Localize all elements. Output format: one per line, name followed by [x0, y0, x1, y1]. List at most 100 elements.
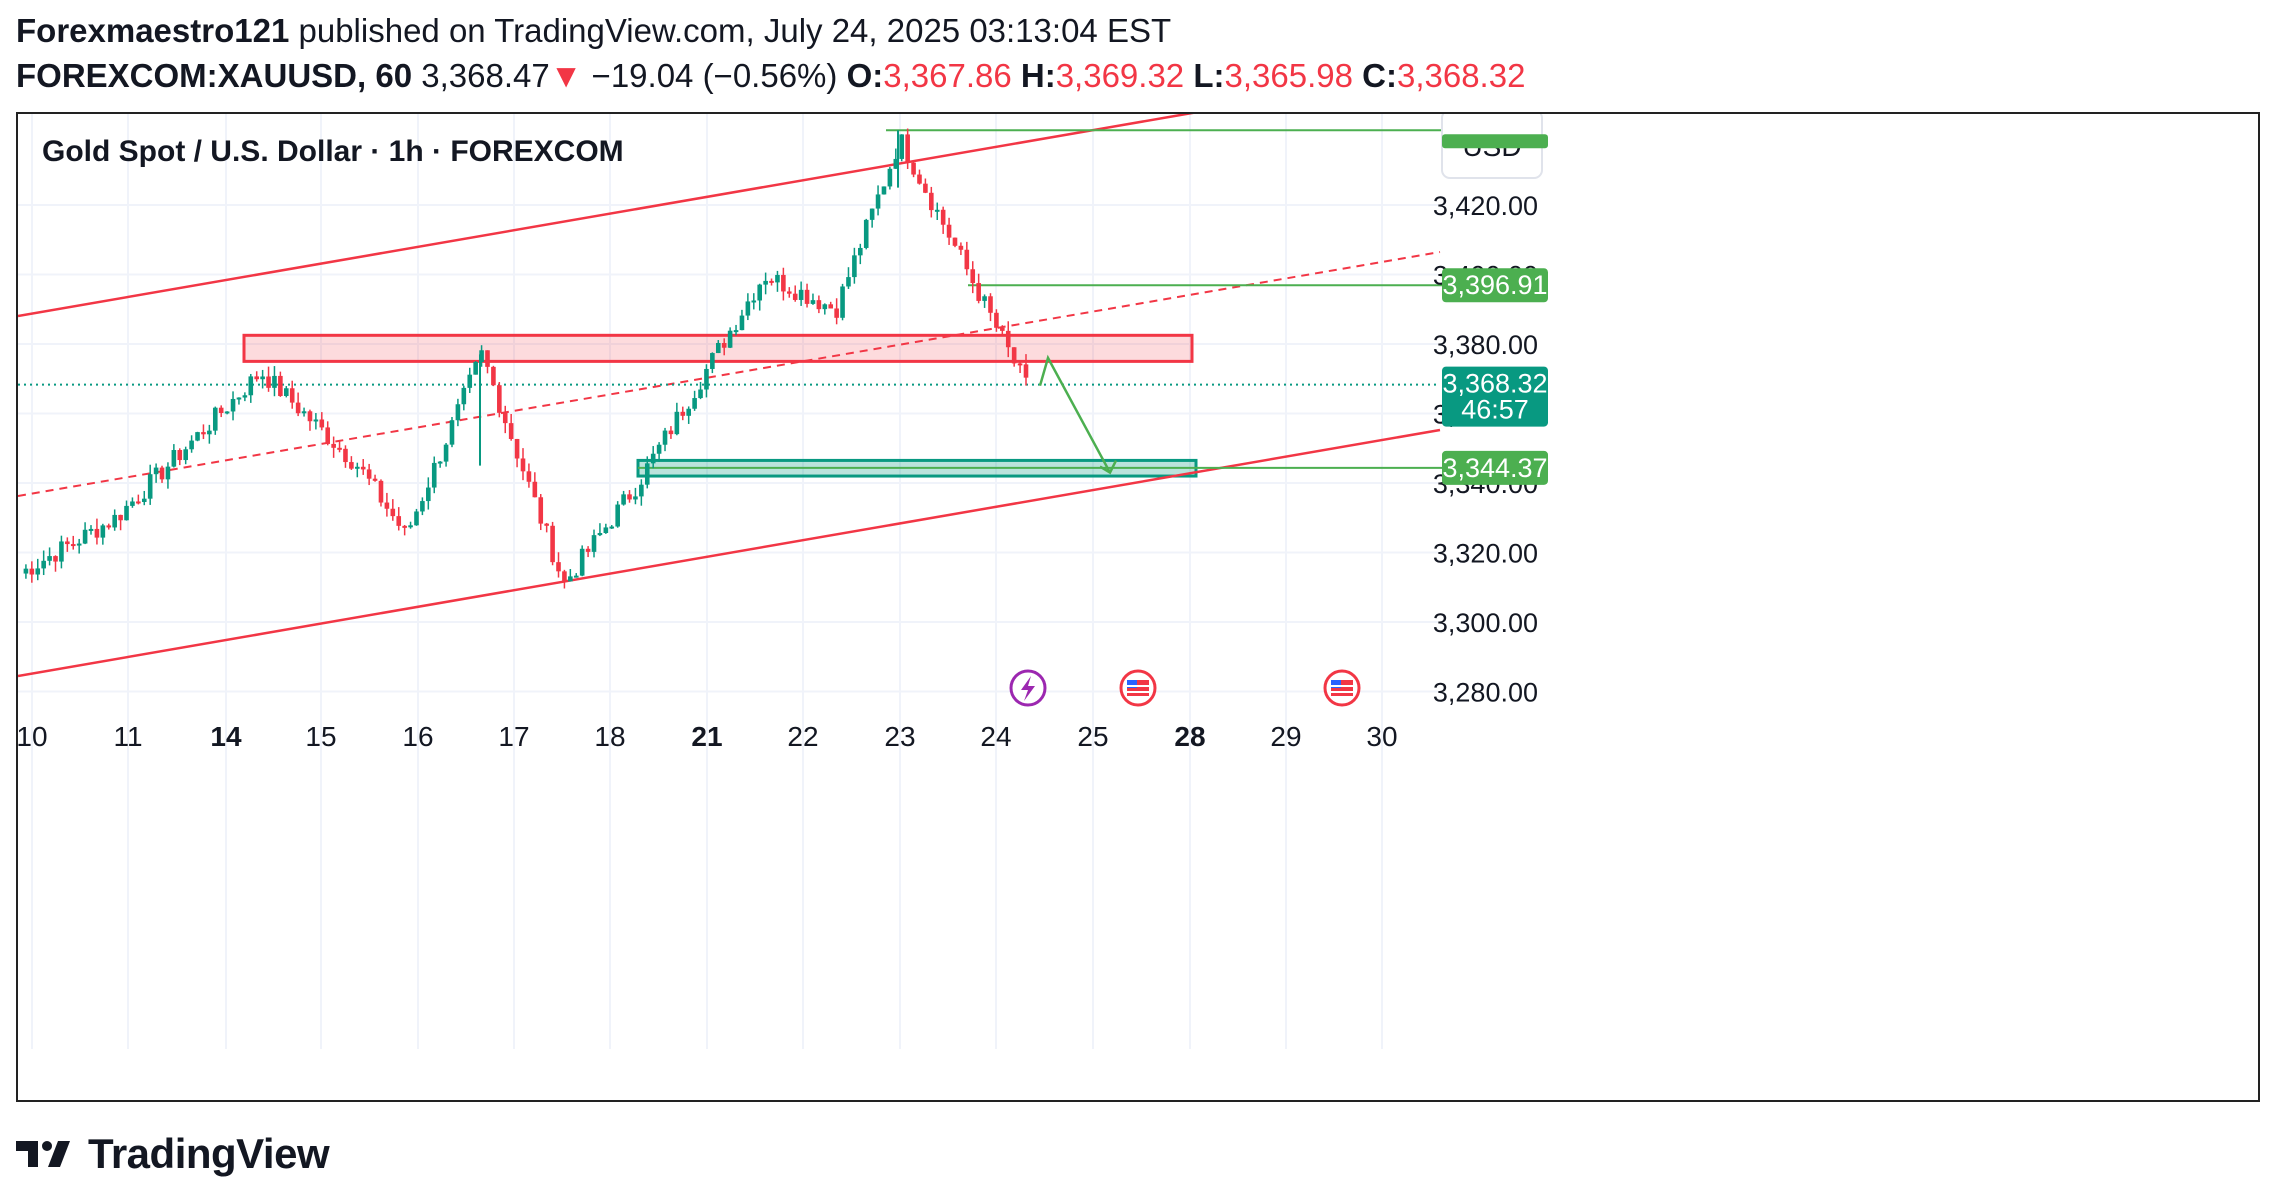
candle-body [230, 398, 236, 412]
open-label: O: [846, 57, 884, 94]
candle-body [461, 387, 467, 405]
candle-body [41, 560, 46, 569]
candle-body [248, 376, 254, 396]
candle-body [792, 293, 798, 300]
candle-body [319, 419, 325, 428]
candle-body [1000, 327, 1005, 331]
candle-body [763, 280, 768, 285]
candle-body [526, 471, 532, 482]
candle-body [603, 527, 609, 534]
price-chart[interactable]: 10 11 14 15 16 17 18 21 22 23 24 25 28 29 30 3,420.003… [18, 114, 2258, 1100]
price-label-text: 3,396.91 [1442, 270, 1547, 300]
candle-body [520, 458, 526, 472]
candle-body [982, 296, 987, 301]
candle-body [343, 448, 348, 463]
candle-body [47, 556, 52, 561]
projection-path [1038, 354, 1112, 474]
candle-body [686, 408, 691, 416]
ohlc-line: FOREXCOM:XAUUSD, 60 3,368.47▼ −19.04 (−0… [16, 57, 1525, 95]
price-change: −19.04 (−0.56%) [591, 57, 838, 94]
candle-body [372, 478, 378, 481]
candle-body [260, 376, 265, 380]
event-icons [1009, 669, 1361, 707]
candle-body [852, 255, 857, 278]
close-label: C: [1362, 57, 1397, 94]
candle-body [283, 388, 289, 396]
candle-body [1017, 363, 1023, 366]
x-tick-label: 25 [1077, 721, 1108, 752]
candle-body [822, 304, 828, 310]
candle-body [82, 529, 88, 544]
high-value: 3,369.32 [1055, 57, 1185, 94]
last-price: 3,368.47 [421, 57, 550, 94]
candle-body [384, 502, 390, 509]
y-tick-label: 3,280.00 [1433, 678, 1538, 708]
candle-body [497, 385, 502, 413]
candle-body [65, 541, 70, 545]
candle-body [449, 420, 455, 445]
candle-body [905, 134, 910, 163]
close-value: 3,368.32 [1396, 57, 1526, 94]
candle-body [171, 450, 177, 467]
candle-body [964, 249, 970, 270]
high-label: H: [1020, 57, 1056, 94]
x-tick-label: 14 [210, 721, 242, 752]
candle-body [585, 548, 591, 552]
price-label-bg [1442, 366, 1548, 427]
x-tick-label: 30 [1366, 721, 1397, 752]
candle-body [59, 541, 64, 562]
candle-body [810, 300, 816, 304]
x-tick-label: 16 [402, 721, 433, 752]
tradingview-logo-icon [16, 1141, 70, 1167]
candle-body [23, 568, 29, 574]
candle-body [710, 353, 715, 369]
candle-body [721, 342, 727, 348]
candle-body [136, 501, 141, 504]
candle-body [491, 366, 496, 386]
candle-body [911, 162, 916, 175]
candle-body [408, 525, 413, 528]
x-tick-label: 15 [305, 721, 336, 752]
price-label-bg [1442, 450, 1548, 485]
candle-body [840, 286, 845, 318]
author-name[interactable]: Forexmaestro121 [16, 12, 290, 49]
candle-body [218, 407, 224, 413]
x-tick-label: 28 [1174, 721, 1205, 752]
x-tick-label: 11 [113, 721, 142, 752]
candle-body [970, 269, 976, 284]
candle-body [378, 480, 384, 503]
candle-body [426, 487, 431, 502]
candle-body [189, 440, 194, 450]
candle-body [390, 508, 396, 517]
candle-body [183, 449, 188, 461]
candle-body [994, 312, 999, 328]
candle-body [278, 375, 283, 396]
projection-arrow [1038, 354, 1118, 475]
x-tick-label: 24 [980, 721, 1011, 752]
candle-body [502, 412, 508, 424]
candle-body [846, 277, 851, 287]
candle-body [609, 526, 615, 529]
candle-body [692, 398, 697, 409]
publish-date: published on TradingView.com, July 24, 2… [289, 12, 1172, 49]
candle-body [88, 528, 94, 531]
candle-body [656, 444, 662, 454]
candle-body [349, 462, 354, 469]
candle-body [360, 466, 366, 470]
tradingview-logo[interactable]: TradingView [16, 1130, 330, 1178]
candle-body [775, 274, 780, 283]
candle-body [804, 289, 810, 304]
candle-body [668, 430, 674, 435]
candle-body [781, 274, 786, 292]
x-tick-label: 23 [884, 721, 915, 752]
candle-body [467, 374, 473, 388]
channel-mid-line [18, 251, 1441, 497]
candle-body [76, 543, 82, 546]
candle-body [674, 411, 680, 435]
candle-body [455, 404, 461, 421]
candle-body [212, 407, 218, 431]
candle-body [544, 523, 549, 526]
candle-body [201, 432, 206, 435]
candle-body [1023, 364, 1029, 378]
channel-upper-line [18, 114, 1194, 318]
